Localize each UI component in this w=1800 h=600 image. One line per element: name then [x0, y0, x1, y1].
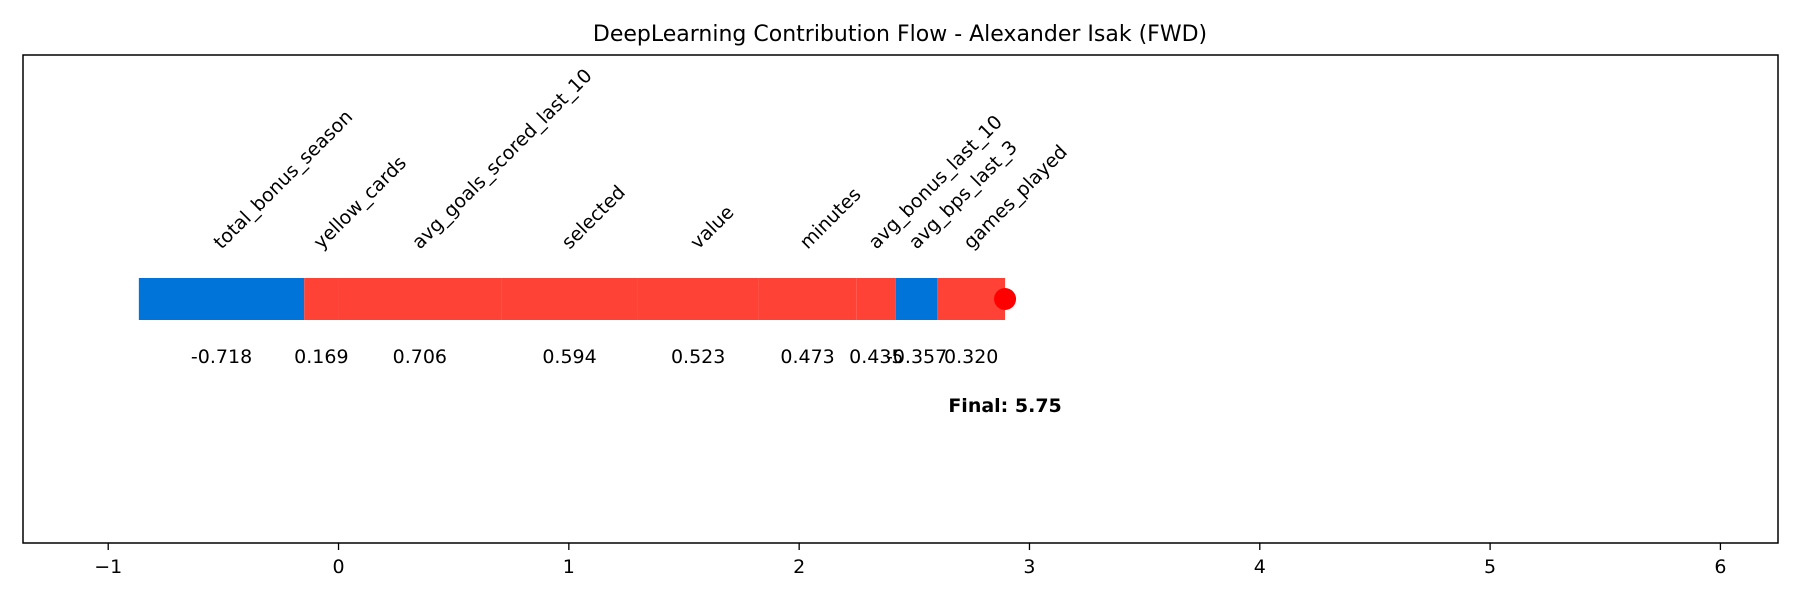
x-tick-label: 5	[1484, 556, 1496, 578]
value-label-value: 0.523	[671, 346, 725, 368]
value-label-yellow_cards: 0.169	[294, 346, 348, 368]
feature-label-selected: selected	[558, 181, 630, 253]
x-tick-label: 6	[1714, 556, 1726, 578]
bar-total_bonus_season	[138, 278, 305, 320]
value-label-minutes: 0.473	[780, 346, 834, 368]
bar-minutes	[758, 278, 857, 320]
contribution-bars	[138, 278, 1006, 320]
x-axis: −1 0 1 2 3 4 5 6	[94, 543, 1726, 578]
final-label: Final: 5.75	[948, 395, 1061, 417]
bar-games_played	[937, 278, 1006, 320]
x-tick-label: −1	[94, 556, 122, 578]
x-tick-label: 4	[1254, 556, 1266, 578]
plot-frame	[22, 54, 1779, 544]
bar-yellow_cards	[304, 278, 339, 320]
x-tick-label: 2	[793, 556, 805, 578]
value-label-games_played: 0.320	[944, 346, 998, 368]
value-label-total_bonus_season: -0.718	[191, 346, 252, 368]
bar-value	[637, 278, 759, 320]
feature-label-yellow_cards: yellow_cards	[309, 152, 411, 254]
bar-avg_goals_scored_last_10	[338, 278, 502, 320]
x-tick-label: 3	[1023, 556, 1035, 578]
x-tick-label: 1	[563, 556, 575, 578]
bar-avg_bps_last_3	[895, 278, 938, 320]
feature-label-minutes: minutes	[796, 184, 866, 254]
value-labels: -0.718 0.169 0.706 0.594 0.523 0.473 0.435-0.3…	[191, 346, 999, 368]
chart-title: DeepLearning Contribution Flow - Alexand…	[593, 22, 1207, 47]
bar-selected	[501, 278, 638, 320]
final-marker	[994, 288, 1017, 310]
feature-label-avg_goals_scored_last_10: avg_goals_scored_last_10	[408, 65, 597, 254]
value-label-avg_bonus_last_10: 0.435	[849, 346, 903, 368]
x-tick-label: 0	[332, 556, 344, 578]
value-label-selected: 0.594	[542, 346, 596, 368]
value-label-avg_goals_scored_last_10: 0.706	[393, 346, 447, 368]
feature-labels: total_bonus_seasonyellow_cardsavg_goals_…	[210, 65, 1072, 254]
bar-avg_bonus_last_10	[856, 278, 896, 320]
final-marker-layer: Final: 5.75	[948, 288, 1062, 417]
feature-label-value: value	[686, 201, 738, 253]
value-label-avg_bps_last_3: -0.357	[886, 346, 947, 368]
